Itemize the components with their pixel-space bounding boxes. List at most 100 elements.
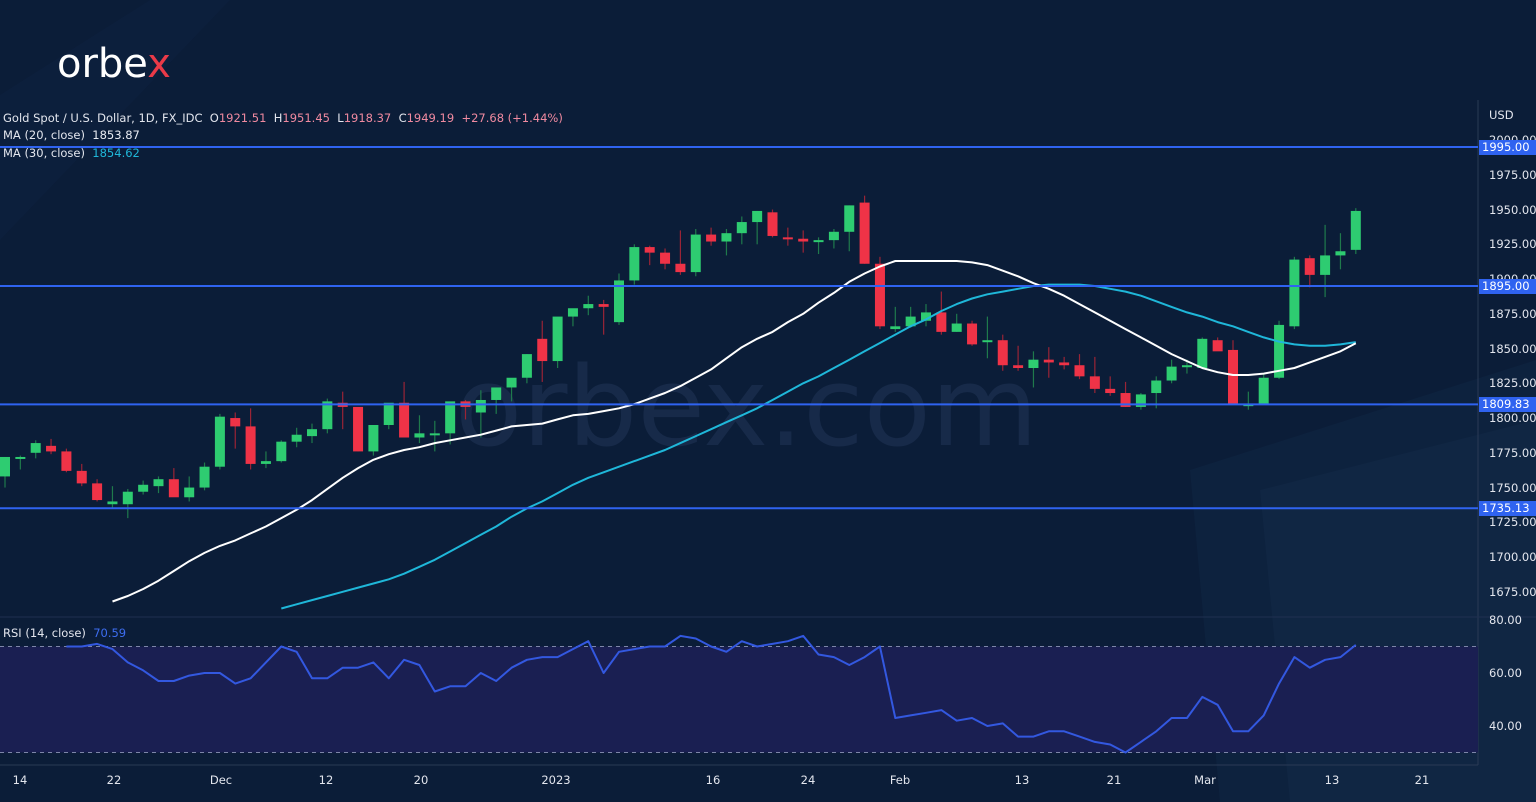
candle-up [1028,359,1039,369]
candle-up [1197,338,1208,369]
candle-down [1105,388,1116,394]
ma20-value: 1853.87 [92,128,140,142]
currency-label: USD [1489,108,1514,122]
price-tick: 1725.00 [1489,515,1536,530]
price-tick: 1950.00 [1489,202,1536,217]
candle-up [1350,210,1361,250]
candle-up [276,441,287,462]
time-tick: Mar [1194,773,1216,787]
candle-down [1059,362,1070,366]
candle-down [399,402,410,438]
candle-up [982,340,993,343]
candle-down [997,340,1008,366]
candle-down [598,304,609,307]
candle-up [1166,366,1177,381]
time-tick: 2023 [541,773,571,787]
candle-down [1304,258,1315,275]
candle-down [936,312,947,332]
candle-up [445,401,456,434]
candle-down [706,234,717,242]
candle-down [767,212,778,236]
time-tick: 16 [705,773,721,787]
ma20-legend[interactable]: MA (20, close) 1853.87 [3,128,140,142]
candle-up [153,479,164,487]
price-tick: 1825.00 [1489,376,1536,391]
candle-up [15,456,26,459]
time-tick: 24 [800,773,816,787]
time-tick: Dec [209,773,233,787]
candle-down [61,451,72,471]
candle-down [76,470,87,484]
candle-up [260,461,271,464]
candle-down [798,238,809,242]
candle-up [1320,255,1331,275]
price-tick: 1675.00 [1489,584,1536,599]
level-price-tag: 1895.00 [1479,279,1536,294]
candle-up [1181,365,1192,368]
candle-up [690,234,701,273]
time-tick: 21 [1414,773,1430,787]
candle-up [567,308,578,317]
candle-up [828,231,839,241]
candle-up [951,323,962,332]
low-value: 1918.37 [343,111,392,125]
candle-down [675,263,686,273]
rsi-line [66,634,1357,754]
rsi-value: 70.59 [93,626,127,640]
price-tick: 1700.00 [1489,550,1536,565]
candle-up [890,326,901,330]
time-tick: 21 [1106,773,1122,787]
candle-down [537,338,548,362]
candle-up [122,491,133,505]
candle-up [307,429,317,437]
candle-up [1135,394,1146,407]
candle-up [521,354,532,378]
rsi-legend[interactable]: RSI (14, close) 70.59 [3,626,127,640]
candle-down [1074,365,1085,377]
candle-up [383,402,394,425]
time-tick: 12 [318,773,334,787]
level-price-tag: 1809.83 [1479,397,1536,413]
time-tick: Feb [889,773,911,787]
candle-up [614,280,624,323]
ma30-line [281,283,1356,610]
candle-down [353,406,364,452]
candle-up [475,399,486,413]
symbol-legend: Gold Spot / U.S. Dollar, 1D, FX_IDC O192… [3,111,563,125]
ma30-value: 1854.62 [92,146,140,160]
candle-up [1335,251,1346,256]
candle-down [46,445,57,452]
candle-down [168,479,179,498]
candle-up [905,316,916,327]
time-tick: 13 [1324,773,1340,787]
close-value: 1949.19 [406,111,455,125]
candle-down [1212,340,1223,352]
candle-up [721,233,732,242]
change-value: +27.68 (+1.44%) [461,111,563,125]
candle-down [782,237,793,240]
candle-down [1013,365,1024,369]
candle-up [752,210,763,223]
candle-up [107,501,118,505]
candle-up [291,434,302,442]
candle-up [429,433,440,436]
candle-down [1228,349,1238,405]
ma30-legend[interactable]: MA (30, close) 1854.62 [3,146,140,160]
candle-down [660,252,671,264]
candle-down [874,263,885,327]
candle-down [859,202,870,264]
candle-up [1151,380,1162,394]
symbol-name: Gold Spot / U.S. Dollar, 1D, FX_IDC [3,111,203,125]
rsi-tick: 80.00 [1489,613,1522,627]
candle-up [552,316,563,362]
candle-down [967,323,978,345]
candle-up [1274,324,1285,378]
candle-up [30,443,41,453]
candle-up [629,247,640,281]
candle-down [230,418,241,427]
candle-up [506,377,517,388]
candle-up [583,304,594,309]
price-tick: 1975.00 [1489,167,1536,182]
